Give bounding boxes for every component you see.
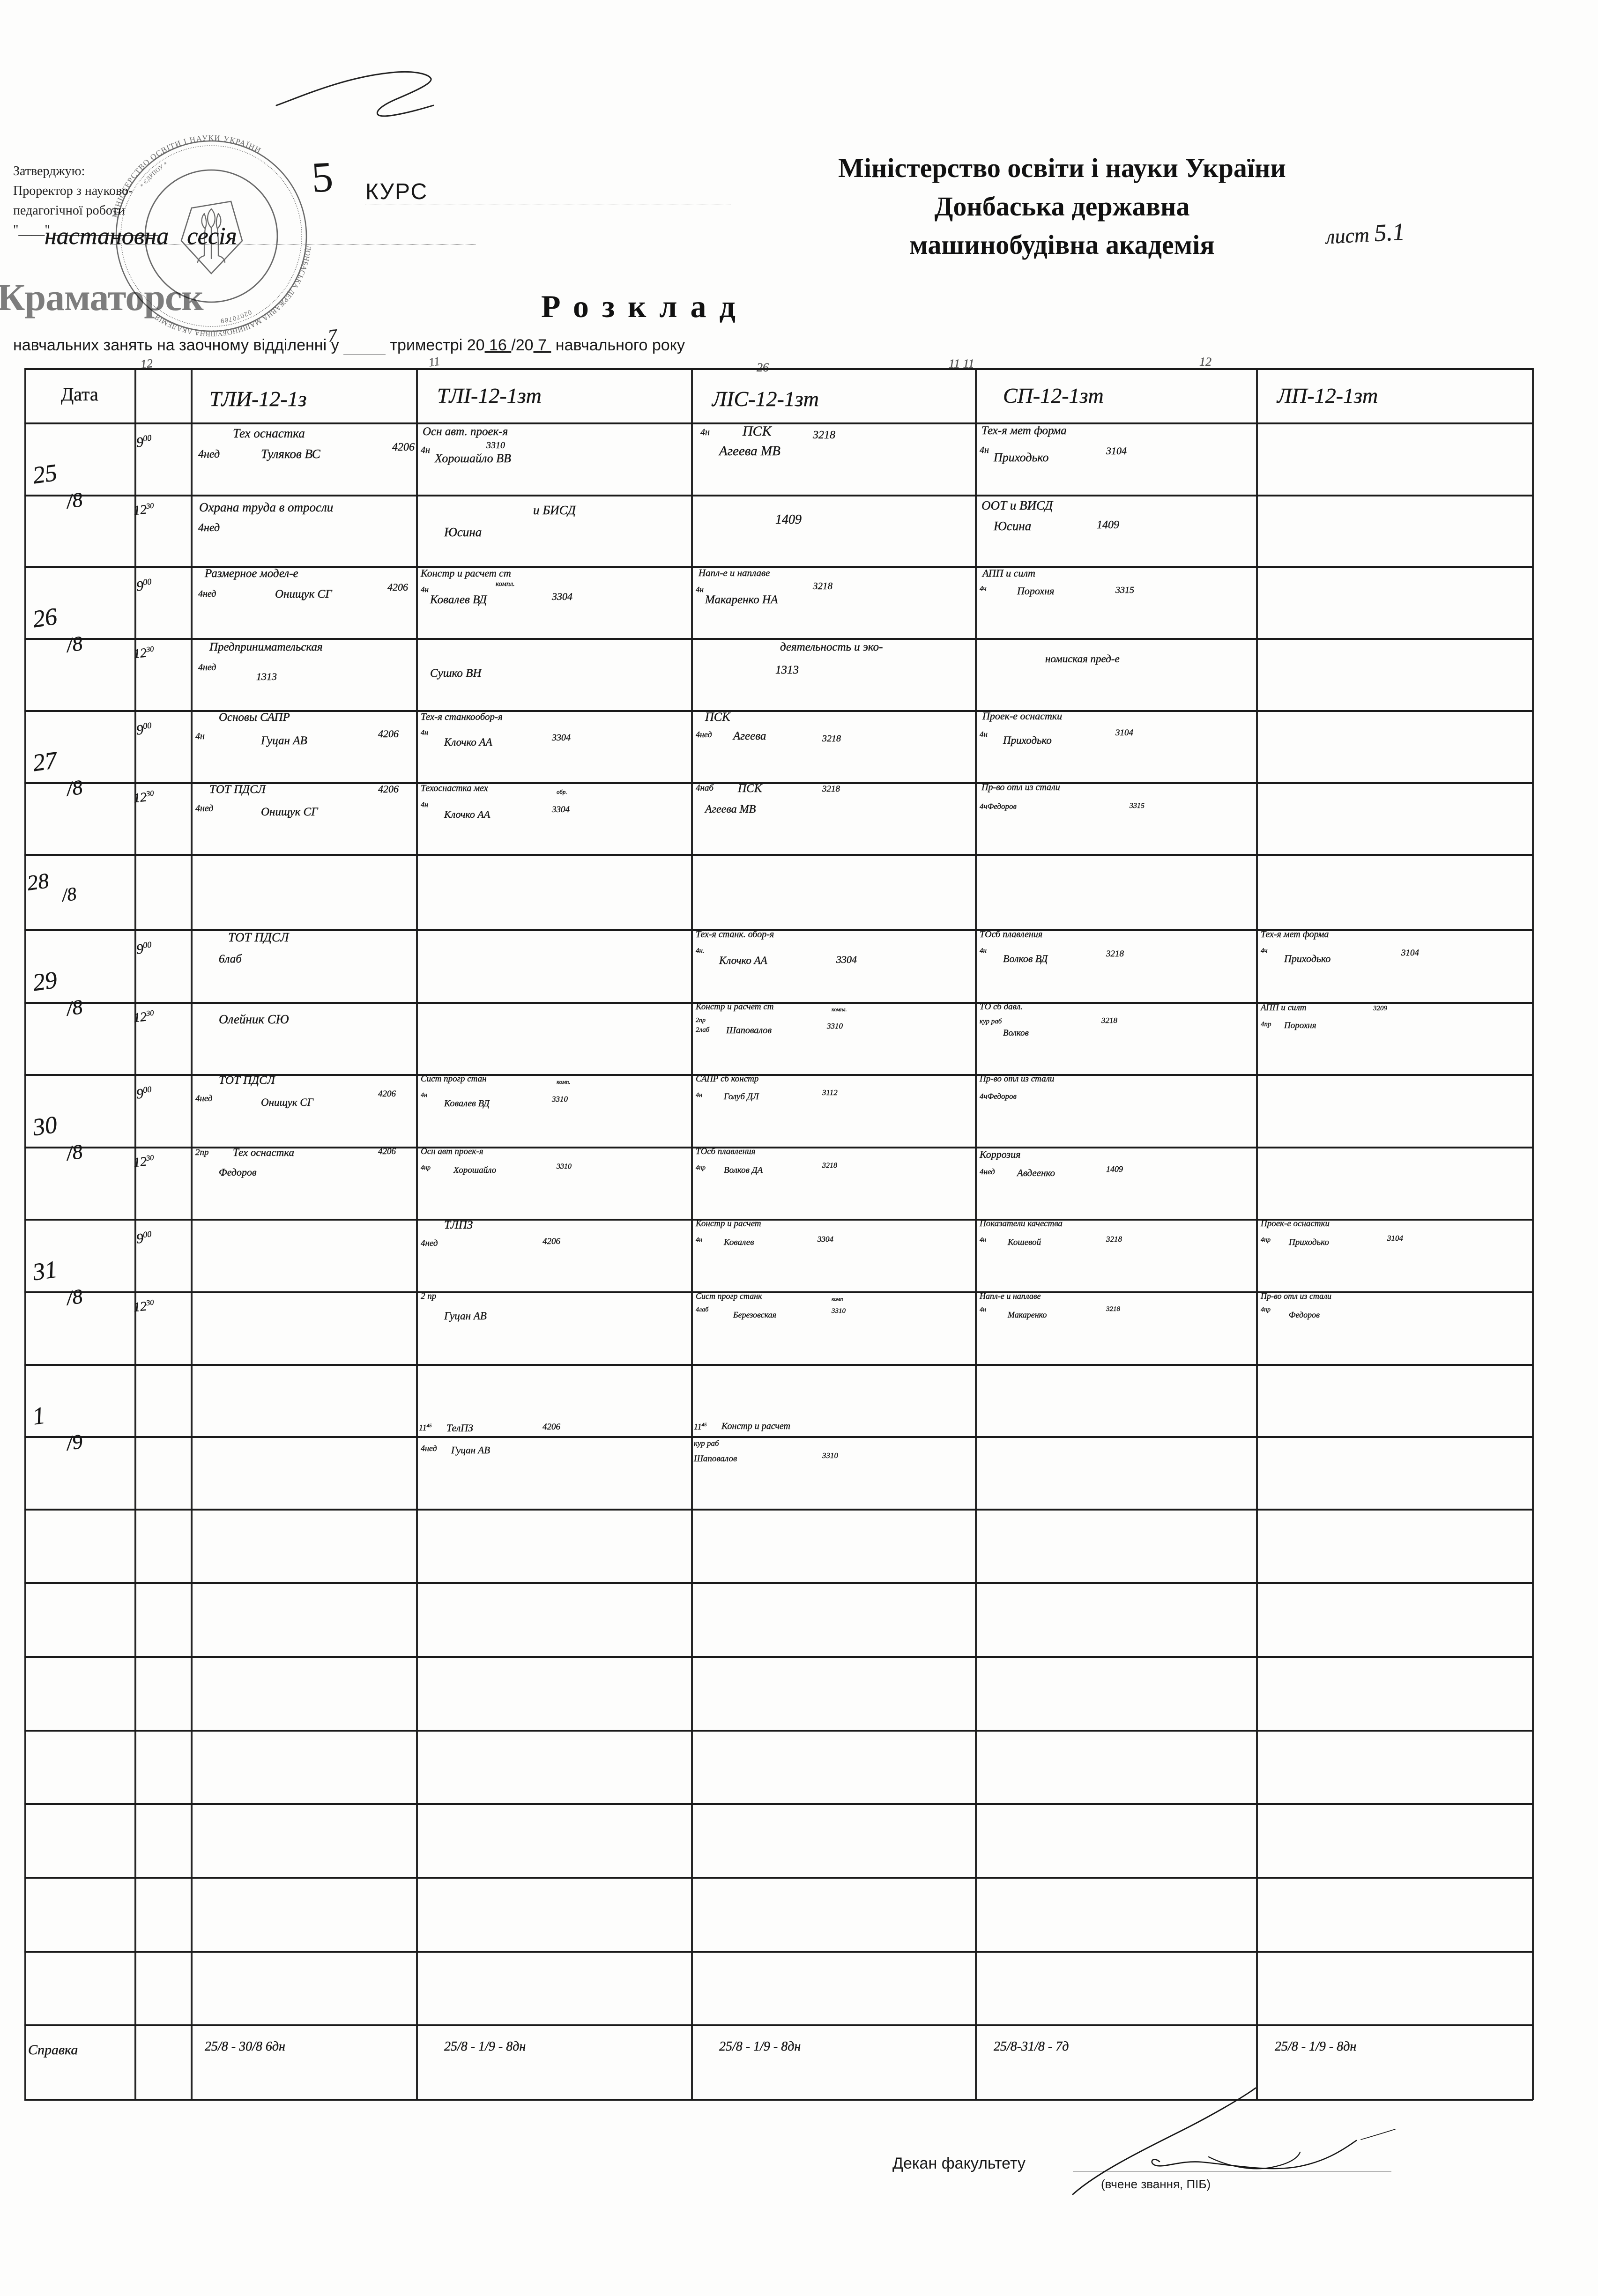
- svg-text:02070789: 02070789: [220, 309, 253, 325]
